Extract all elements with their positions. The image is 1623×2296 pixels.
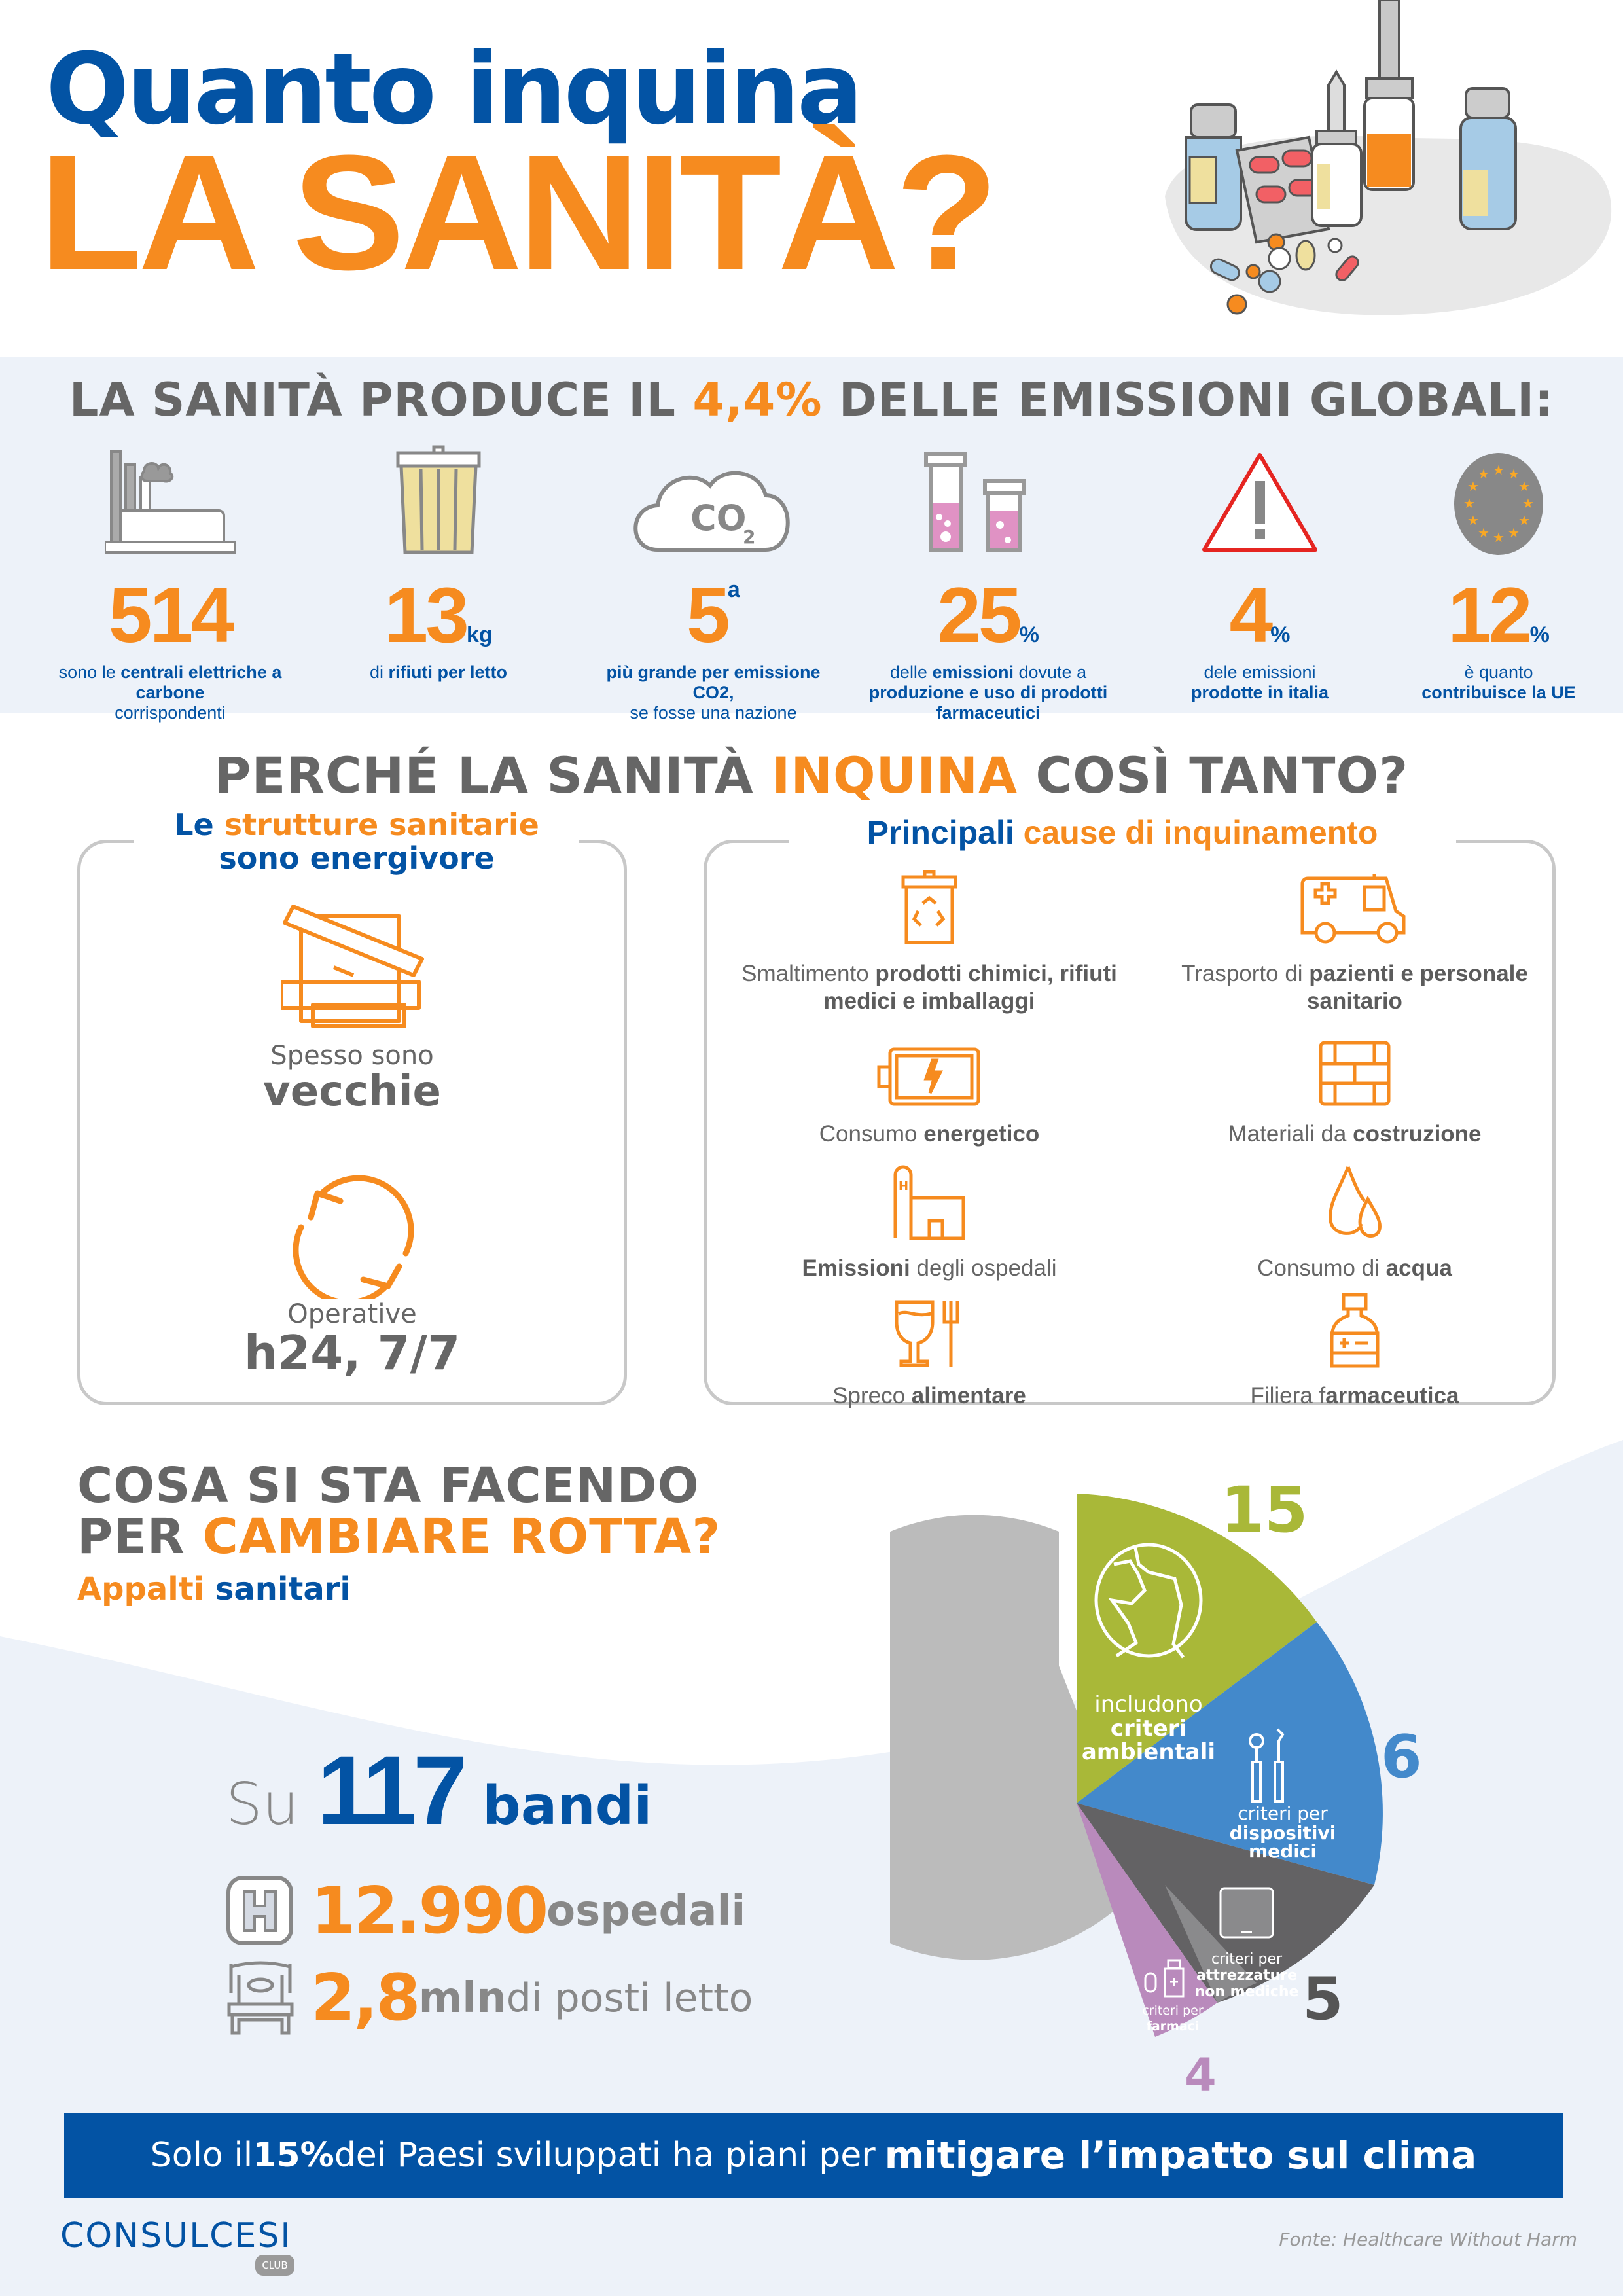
- cause-pharma-chain: Filiera farmaceutica: [1158, 1283, 1551, 1410]
- pie-value-environmental: 15: [1221, 1479, 1308, 1547]
- svg-text:★: ★: [1478, 466, 1489, 482]
- cycle-arrows-icon: [291, 1175, 416, 1306]
- svg-text:★: ★: [1522, 495, 1534, 511]
- co2-cloud-icon: CO 2: [589, 439, 838, 556]
- recycle-bin-icon: [733, 861, 1126, 946]
- pollution-causes-label: Principali cause di inquinamento: [789, 815, 1456, 851]
- test-tubes-icon: [864, 439, 1113, 556]
- svg-text:★: ★: [1518, 512, 1530, 528]
- pie-value-pharma: 4: [1185, 2049, 1217, 2102]
- svg-text:farmaci: farmaci: [1147, 2019, 1200, 2034]
- emissions-section: [0, 357, 1623, 713]
- svg-text:★: ★: [1467, 512, 1479, 528]
- title-line-2: LA SANITÀ?: [39, 121, 998, 304]
- dental-tools-icon: [1249, 1728, 1285, 1803]
- battery-icon: [733, 1021, 1126, 1106]
- glass-fork-icon: [733, 1283, 1126, 1368]
- climate-plans-banner: Solo il 15% dei Paesi sviluppati ha pian…: [64, 2113, 1563, 2198]
- stat-italy-emissions: 4% dele emissioni prodotte in italia: [1135, 439, 1384, 703]
- svg-text:criteri per: criteri per: [1142, 2003, 1204, 2018]
- why-title: PERCHÉ LA SANITÀ INQUINA COSÌ TANTO?: [214, 746, 1409, 804]
- svg-text:★: ★: [1467, 478, 1479, 494]
- svg-text:ambientali: ambientali: [1082, 1739, 1215, 1765]
- emissions-title: LA SANITÀ PRODUCE IL 4,4% DELLE EMISSION…: [69, 373, 1554, 427]
- hospital-building-icon: H: [733, 1155, 1126, 1240]
- energy-structures-label: Le strutture sanitarie sono energivore: [134, 808, 579, 875]
- svg-text:CO: CO: [690, 497, 747, 539]
- broken-window-icon: [279, 903, 425, 1037]
- trash-bin-icon: [314, 439, 563, 556]
- old-structures: Spesso sono vecchie: [263, 1041, 441, 1116]
- stat-eu-contribution: ★ ★ ★ ★ ★ ★ ★ ★ ★ ★ ★ ★ 12% è quanto contribuisce la…: [1374, 439, 1623, 703]
- svg-text:criteri: criteri: [1111, 1715, 1186, 1742]
- tenders-pie-chart: includono criteri ambientali criteri per…: [890, 1479, 1422, 2102]
- cause-energy: Consumo energetico: [733, 1021, 1126, 1148]
- stat-coal-plants: 514 sono le centrali elettriche a carbon…: [46, 439, 294, 723]
- medicine-bottles-illustration: [1165, 0, 1612, 315]
- hospitals-count: 12.990 ospedali: [226, 1875, 745, 1947]
- warning-triangle-icon: [1135, 439, 1384, 556]
- medicine-bottle-icon: [1158, 1283, 1551, 1368]
- water-drops-icon: [1158, 1155, 1551, 1240]
- pie-value-medical-devices: 6: [1381, 1723, 1422, 1791]
- cause-construction: Materiali da costruzione: [1158, 1021, 1551, 1148]
- svg-text:H: H: [899, 1179, 908, 1193]
- cause-food-waste: Spreco alimentare: [733, 1283, 1126, 1410]
- svg-text:★: ★: [1508, 466, 1520, 482]
- svg-text:medici: medici: [1249, 1840, 1317, 1862]
- consulcesi-logo[interactable]: CONSULCESI: [60, 2216, 292, 2255]
- bed-icon: [227, 1961, 294, 2035]
- svg-text:criteri per: criteri per: [1238, 1803, 1328, 1824]
- globe-icon: [1094, 1543, 1203, 1659]
- svg-text:criteri per: criteri per: [1211, 1951, 1283, 1967]
- pie-value-non-medical: 5: [1302, 1965, 1344, 2034]
- procurement-subtitle: Appalti sanitari: [77, 1571, 351, 1607]
- title-line-1: Quanto inquina: [46, 33, 863, 147]
- eu-flag-icon: ★ ★ ★ ★ ★ ★ ★ ★ ★ ★ ★ ★: [1374, 439, 1623, 556]
- change-title: COSA SI STA FACENDO PER CAMBIARE ROTTA?: [77, 1458, 721, 1565]
- pie-slice-pharma: [1077, 1803, 1217, 2037]
- tenders-count: Su 117 bandi: [226, 1735, 652, 1845]
- svg-text:★: ★: [1508, 525, 1520, 541]
- svg-text:★: ★: [1478, 525, 1489, 541]
- brick-wall-icon: [1158, 1021, 1551, 1106]
- svg-text:★: ★: [1518, 478, 1530, 494]
- always-operative: Operative h24, 7/7: [243, 1299, 461, 1380]
- emissions-highlight: 4,4%: [692, 373, 823, 427]
- svg-text:★: ★: [1463, 495, 1475, 511]
- cause-transport: Trasporto di pazienti e personale sanita…: [1158, 861, 1551, 1015]
- svg-text:includono: includono: [1094, 1691, 1202, 1717]
- svg-text:dispositivi: dispositivi: [1230, 1822, 1336, 1844]
- pills-bottle-icon: [1144, 1959, 1185, 1998]
- cause-disposal: Smaltimento prodotti chimici, rifiuti me…: [733, 861, 1126, 1015]
- pie-slice-medical-devices: [1077, 1622, 1383, 1885]
- beds-count: 2,8 mln di posti letto: [226, 1960, 753, 2036]
- svg-text:attrezzature: attrezzature: [1196, 1967, 1297, 1984]
- cause-water: Consumo di acqua: [1158, 1155, 1551, 1282]
- pollution-causes-box: [704, 840, 1556, 1405]
- stat-co2-rank: CO 2 5a più grande per emissione CO2, se f…: [589, 439, 838, 723]
- stat-waste-per-bed: 13kg di rifiuti per letto: [314, 439, 563, 683]
- factory-icon: [46, 439, 294, 556]
- source-note: Fonte: Healthcare Without Harm: [1279, 2229, 1577, 2250]
- monitor-icon: [1219, 1887, 1274, 1939]
- pie-slice-other: [890, 1515, 1144, 1960]
- svg-text:2: 2: [743, 526, 755, 548]
- svg-text:★: ★: [1493, 529, 1505, 545]
- cause-hospital-emissions: H Emissioni degli ospedali: [733, 1155, 1126, 1282]
- hospital-sign-icon: [226, 1876, 293, 1945]
- stat-pharma-emissions: 25% delle emissioni dovute a produzione …: [864, 439, 1113, 723]
- svg-text:★: ★: [1493, 462, 1505, 478]
- ambulance-icon: [1158, 861, 1551, 946]
- svg-text:non mediche: non mediche: [1195, 1984, 1299, 2000]
- consulcesi-club-badge: CLUB: [255, 2255, 294, 2276]
